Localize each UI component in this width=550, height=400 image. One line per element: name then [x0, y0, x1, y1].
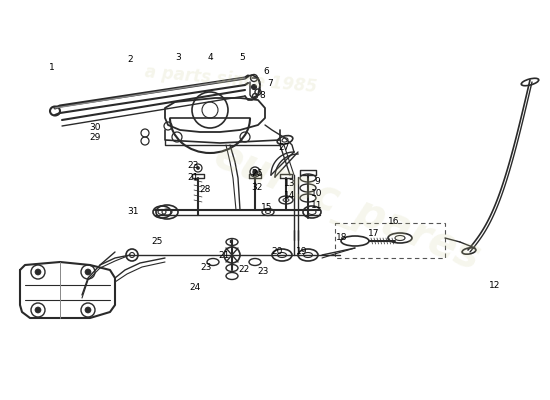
- Text: 30: 30: [89, 124, 101, 132]
- Text: 22: 22: [238, 266, 250, 274]
- Text: 26: 26: [251, 168, 263, 178]
- Text: 15: 15: [261, 204, 273, 212]
- Text: 8: 8: [259, 92, 265, 100]
- Text: 18: 18: [336, 234, 348, 242]
- Text: 17: 17: [368, 230, 379, 238]
- Text: 23: 23: [257, 268, 269, 276]
- Text: 23: 23: [188, 160, 199, 170]
- Text: 12: 12: [490, 280, 500, 290]
- Text: 9: 9: [314, 176, 320, 186]
- Text: 13: 13: [284, 178, 296, 188]
- Text: 3: 3: [175, 52, 181, 62]
- Text: 24: 24: [189, 282, 201, 292]
- Text: 6: 6: [263, 68, 269, 76]
- Text: 7: 7: [267, 80, 273, 88]
- Text: 29: 29: [89, 134, 101, 142]
- Text: a parts since 1985: a parts since 1985: [144, 64, 318, 96]
- Text: euroc_pares: euroc_pares: [207, 135, 486, 281]
- Circle shape: [85, 269, 91, 275]
- Text: 25: 25: [151, 238, 163, 246]
- Circle shape: [85, 307, 91, 313]
- Circle shape: [251, 84, 256, 90]
- Text: 5: 5: [239, 52, 245, 62]
- Text: 21: 21: [188, 172, 199, 182]
- Circle shape: [253, 170, 257, 174]
- Text: 1: 1: [49, 64, 55, 72]
- Text: 14: 14: [284, 192, 296, 200]
- Text: 31: 31: [127, 208, 139, 216]
- Text: 20: 20: [271, 248, 283, 256]
- Circle shape: [35, 269, 41, 275]
- Bar: [335, 223, 445, 258]
- Text: 2: 2: [127, 56, 133, 64]
- Text: 28: 28: [199, 186, 211, 194]
- Text: 21: 21: [218, 252, 230, 260]
- Text: 10: 10: [311, 188, 323, 198]
- Text: 11: 11: [311, 200, 323, 210]
- Text: 4: 4: [207, 52, 213, 62]
- Text: 19: 19: [296, 248, 308, 256]
- Text: 27: 27: [278, 144, 290, 152]
- Text: 23: 23: [200, 264, 212, 272]
- Circle shape: [196, 166, 200, 170]
- Text: 32: 32: [251, 184, 263, 192]
- Text: 16: 16: [388, 216, 400, 226]
- Circle shape: [35, 307, 41, 313]
